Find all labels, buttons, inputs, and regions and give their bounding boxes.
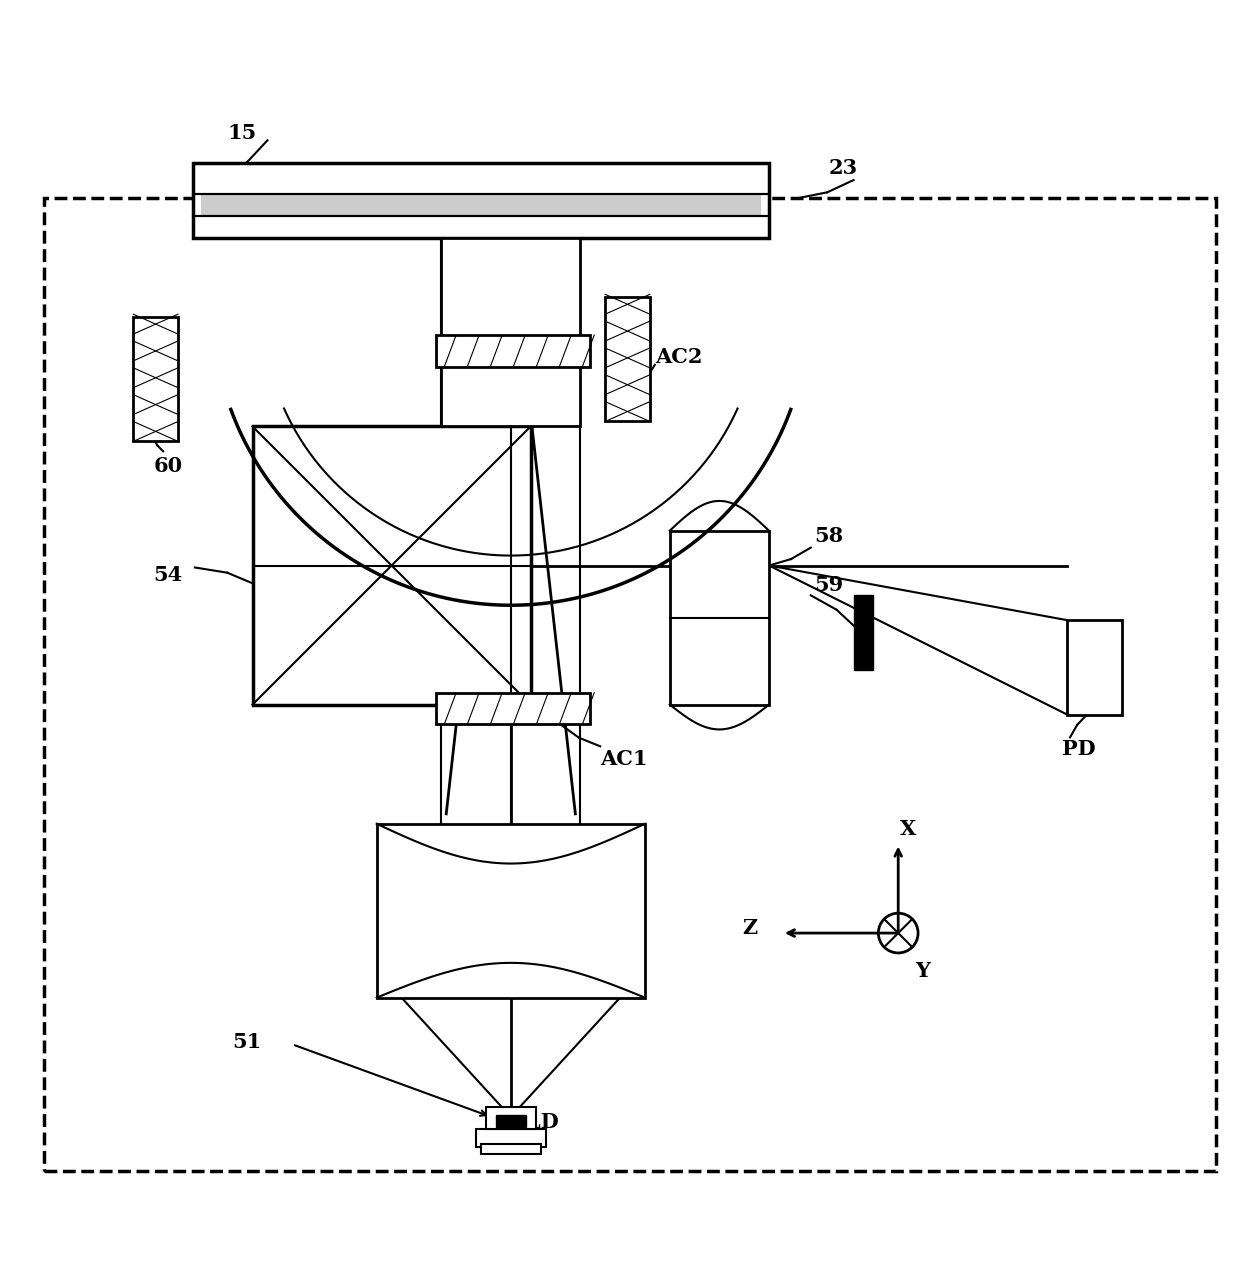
Bar (133, 317, 178, 441)
Bar (253, 427, 530, 704)
Text: 15: 15 (228, 123, 257, 144)
Bar (854, 595, 874, 669)
Text: 51: 51 (233, 1032, 262, 1052)
Bar (437, 335, 590, 366)
Bar (376, 824, 645, 997)
Text: 23: 23 (828, 158, 857, 179)
Bar (437, 693, 590, 725)
Text: 58: 58 (813, 526, 842, 546)
Bar (486, 1106, 535, 1128)
Text: 60: 60 (154, 456, 183, 477)
Text: Z: Z (742, 917, 757, 938)
Text: AC2: AC2 (655, 347, 703, 368)
Bar (476, 1128, 545, 1146)
Bar (606, 297, 650, 421)
Bar (1068, 621, 1122, 714)
Bar (481, 1144, 540, 1154)
Bar (441, 238, 580, 427)
Bar (193, 163, 769, 238)
Bar (44, 198, 1216, 1172)
Text: 59: 59 (813, 576, 844, 595)
Text: Y: Y (915, 961, 930, 980)
Text: PD: PD (1063, 739, 1095, 759)
Text: AC1: AC1 (601, 749, 647, 770)
Bar (201, 194, 762, 216)
Text: LD: LD (526, 1112, 559, 1132)
Bar (670, 531, 769, 704)
Text: X: X (900, 819, 917, 839)
Text: 52: 52 (550, 923, 580, 943)
Text: 54: 54 (154, 565, 183, 586)
Bar (496, 1115, 526, 1127)
